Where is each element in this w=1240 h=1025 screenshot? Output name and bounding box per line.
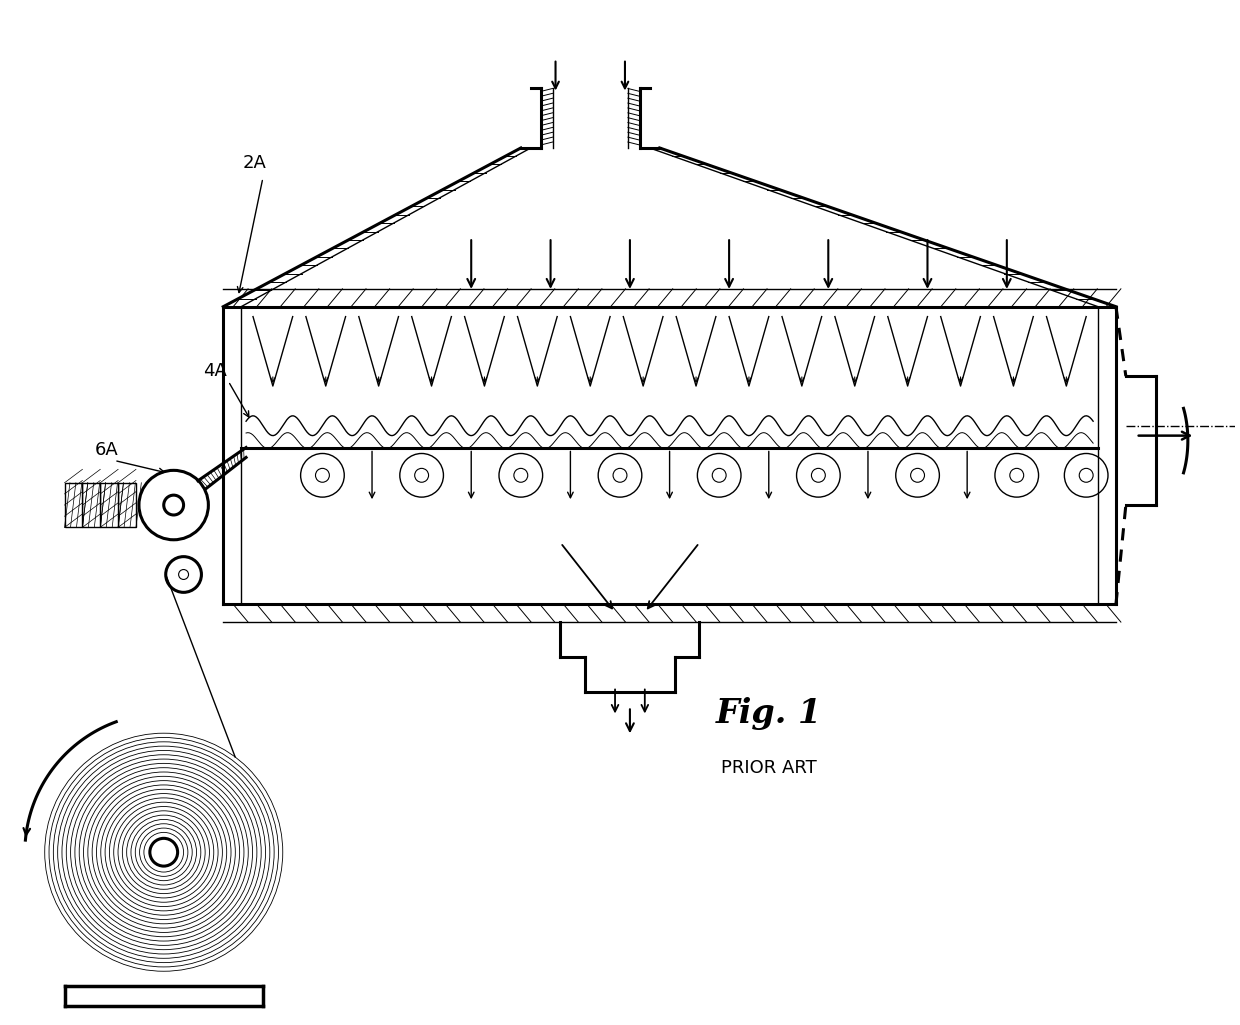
Circle shape <box>150 838 177 866</box>
Circle shape <box>139 470 208 540</box>
Bar <box>118 483 136 528</box>
Bar <box>64 483 82 528</box>
Text: 2A: 2A <box>243 154 267 172</box>
Text: PRIOR ART: PRIOR ART <box>720 758 817 777</box>
Text: 6A: 6A <box>94 442 118 459</box>
Bar <box>100 483 118 528</box>
Circle shape <box>179 570 188 579</box>
Circle shape <box>166 557 201 592</box>
Text: Fig. 1: Fig. 1 <box>715 697 822 730</box>
Bar <box>82 483 100 528</box>
Text: 4A: 4A <box>203 362 227 380</box>
Circle shape <box>164 495 184 515</box>
